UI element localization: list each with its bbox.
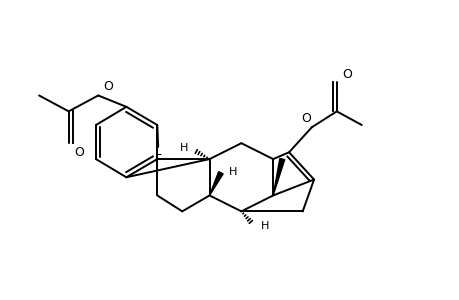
Text: O: O xyxy=(341,68,351,81)
Text: F: F xyxy=(154,153,162,166)
Text: O: O xyxy=(301,112,311,124)
Text: O: O xyxy=(74,146,84,159)
Text: H: H xyxy=(260,221,269,231)
Polygon shape xyxy=(209,172,223,195)
Text: O: O xyxy=(103,80,113,93)
Text: H: H xyxy=(229,167,237,177)
Text: H: H xyxy=(179,143,187,153)
Polygon shape xyxy=(273,158,284,195)
